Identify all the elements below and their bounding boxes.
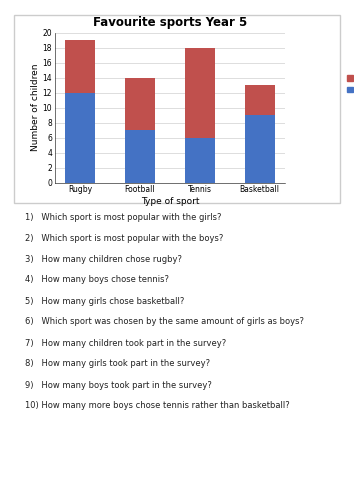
Bar [125, 78, 155, 130]
Legend: Boys, Girls: Boys, Girls [347, 74, 354, 94]
Bar [65, 92, 95, 182]
Bar [65, 40, 95, 92]
Bar [245, 115, 274, 182]
Text: 5)   How many girls chose basketball?: 5) How many girls chose basketball? [25, 296, 184, 306]
Text: 2)   Which sport is most popular with the boys?: 2) Which sport is most popular with the … [25, 234, 223, 242]
Text: 8)   How many girls took part in the survey?: 8) How many girls took part in the surve… [25, 360, 210, 368]
Bar [125, 130, 155, 182]
Y-axis label: Number of children: Number of children [31, 64, 40, 151]
Bar [185, 138, 215, 182]
Text: 4)   How many boys chose tennis?: 4) How many boys chose tennis? [25, 276, 169, 284]
Bar [185, 48, 215, 138]
Text: 10) How many more boys chose tennis rather than basketball?: 10) How many more boys chose tennis rath… [25, 402, 290, 410]
Bar [245, 85, 274, 115]
Text: 7)   How many children took part in the survey?: 7) How many children took part in the su… [25, 338, 226, 347]
Text: 3)   How many children chose rugby?: 3) How many children chose rugby? [25, 254, 182, 264]
Text: 9)   How many boys took part in the survey?: 9) How many boys took part in the survey… [25, 380, 212, 390]
Text: 6)   Which sport was chosen by the same amount of girls as boys?: 6) Which sport was chosen by the same am… [25, 318, 304, 326]
Text: 1)   Which sport is most popular with the girls?: 1) Which sport is most popular with the … [25, 212, 221, 222]
X-axis label: Type of sport: Type of sport [141, 197, 199, 206]
Title: Favourite sports Year 5: Favourite sports Year 5 [93, 16, 247, 28]
